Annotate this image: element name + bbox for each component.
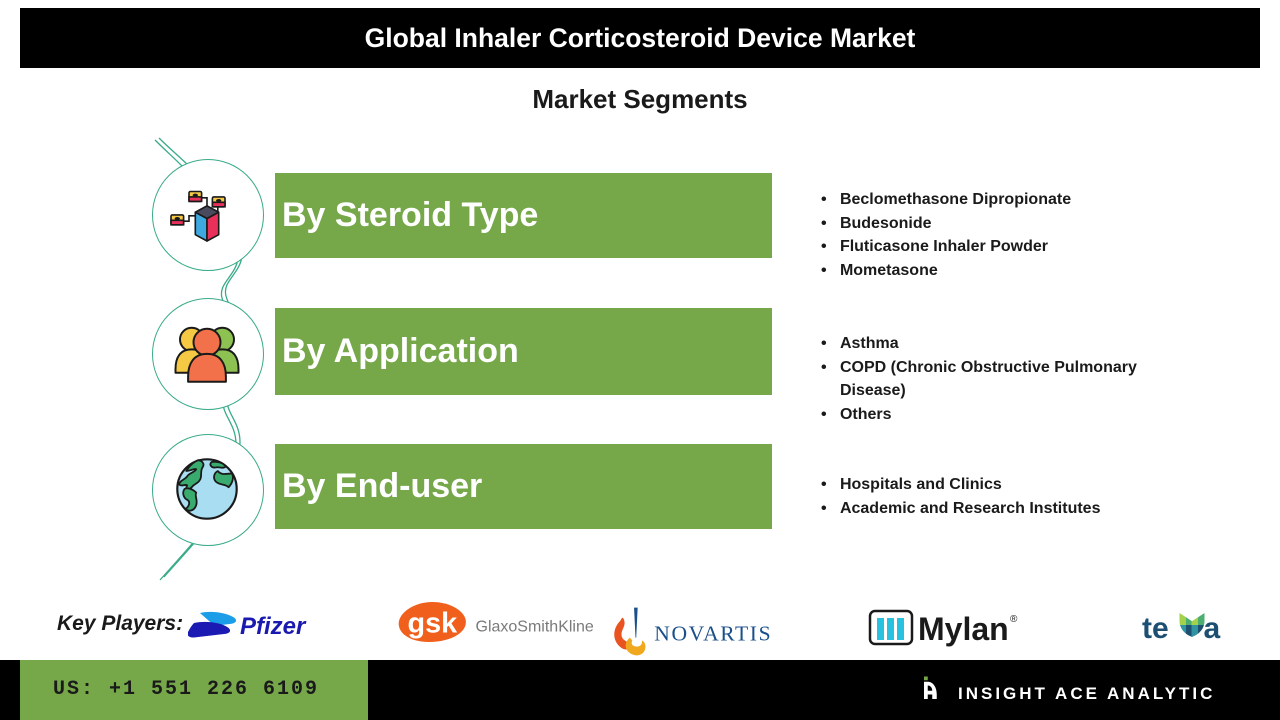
- svg-text:te: te: [1142, 612, 1169, 645]
- svg-text:gsk: gsk: [408, 607, 459, 639]
- svg-text:Pfizer: Pfizer: [240, 613, 307, 640]
- svg-text:a: a: [1204, 612, 1221, 645]
- svg-text:GlaxoSmithKline: GlaxoSmithKline: [476, 619, 594, 636]
- svg-text:Mylan: Mylan: [918, 611, 1009, 647]
- svg-text:®: ®: [1010, 614, 1018, 625]
- svg-text:NOVARTIS: NOVARTIS: [654, 621, 772, 645]
